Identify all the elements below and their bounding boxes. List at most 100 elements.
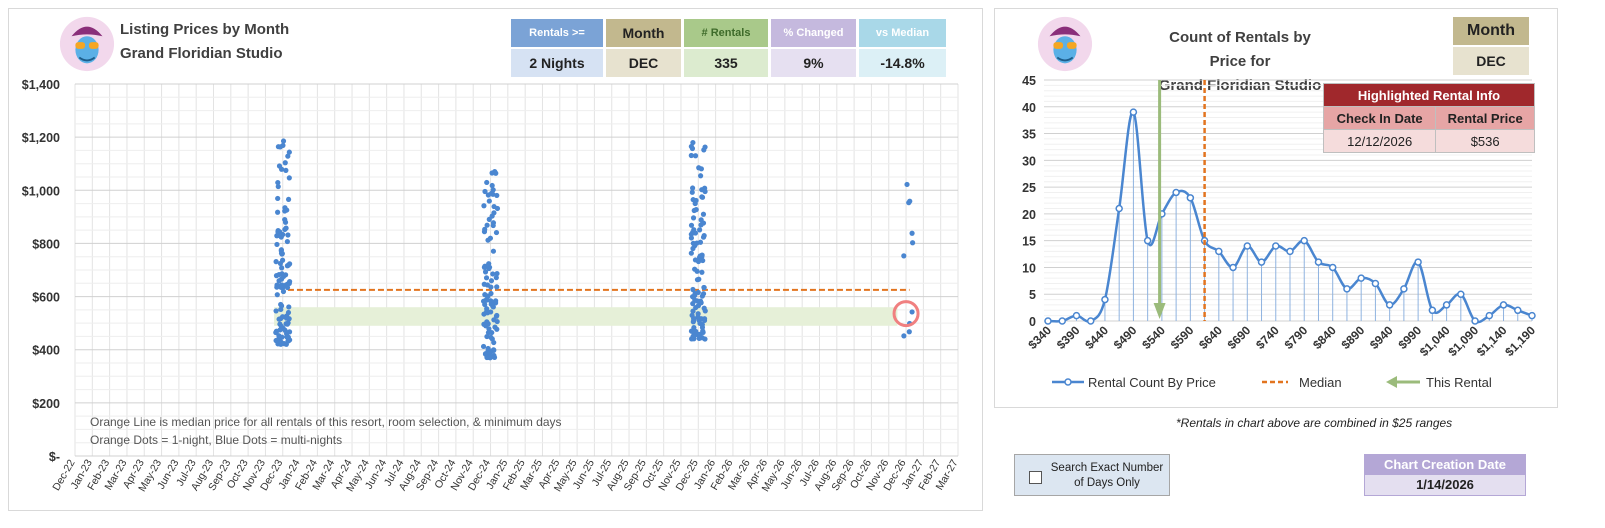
price-dot xyxy=(694,268,700,274)
price-dot xyxy=(485,321,491,327)
price-dot xyxy=(695,315,701,321)
x-tick-label: $1,090 xyxy=(1445,323,1481,359)
y-tick-label: 40 xyxy=(1022,101,1036,115)
x-tick-label: $490 xyxy=(1111,323,1140,352)
price-dot xyxy=(275,195,281,202)
price-dot xyxy=(490,304,496,310)
genie-avatar-left xyxy=(59,16,115,72)
left-title: Listing Prices by Month Grand Floridian … xyxy=(120,18,289,66)
data-point xyxy=(1499,301,1508,309)
x-tick-label: $640 xyxy=(1196,323,1225,352)
x-tick-label: $590 xyxy=(1168,323,1197,352)
data-point xyxy=(1286,247,1294,256)
price-dot xyxy=(702,144,708,150)
price-dot xyxy=(274,292,280,298)
info-check-in-header: Check In Date xyxy=(1322,106,1437,130)
this-rental-arrowhead xyxy=(1153,303,1166,319)
price-dot xyxy=(697,239,704,245)
price-dot xyxy=(692,153,699,159)
kpi-box: # Rentals 335 xyxy=(684,19,768,77)
listing-prices-chart: Dec-22Jan-23Feb-23Mar-23Apr-23May-23Jun-… xyxy=(22,78,961,494)
creation-date-value: 1/14/2026 xyxy=(1365,475,1525,495)
kpi-value: 335 xyxy=(684,49,768,77)
data-point xyxy=(1172,188,1180,197)
kpi-box: Rentals >= 2 Nights xyxy=(511,19,603,77)
price-dot xyxy=(273,329,279,336)
price-dot xyxy=(278,315,284,322)
x-tick-label: $440 xyxy=(1082,323,1111,352)
data-point xyxy=(1442,301,1451,309)
data-point xyxy=(1400,285,1408,293)
data-point xyxy=(1428,306,1437,315)
x-tick-label: $1,040 xyxy=(1417,323,1453,359)
price-dot xyxy=(701,284,707,291)
price-dot xyxy=(285,196,292,203)
price-dot xyxy=(691,329,697,336)
data-point xyxy=(1300,236,1308,245)
y-tick-label: 15 xyxy=(1022,235,1036,249)
listing-prices-panel xyxy=(8,8,983,511)
price-dot xyxy=(691,325,697,331)
price-dot xyxy=(695,303,702,309)
x-tick-label: $790 xyxy=(1282,323,1311,352)
price-dot xyxy=(484,306,490,312)
y-tick-label: 5 xyxy=(1029,288,1036,302)
price-dot xyxy=(690,319,696,325)
price-dot xyxy=(700,291,707,297)
price-dot xyxy=(280,138,287,144)
exact-days-checkbox-control[interactable]: Search Exact Number of Days Only xyxy=(1014,454,1170,496)
price-dot xyxy=(695,258,702,265)
price-dot xyxy=(279,271,285,277)
highlight-circle xyxy=(892,300,920,328)
price-dot xyxy=(491,317,497,323)
legend-label: Median xyxy=(1299,375,1342,390)
legend-arrowhead xyxy=(1386,376,1397,388)
price-dot xyxy=(275,227,281,234)
price-dot xyxy=(493,298,499,304)
right-month-header: Month xyxy=(1453,17,1529,47)
highlighted-rental-info: Highlighted Rental Info Check In Date Re… xyxy=(1322,83,1535,153)
price-dot xyxy=(277,260,283,267)
price-dot xyxy=(487,349,493,356)
price-dot xyxy=(690,286,696,293)
y-tick-label: $1,200 xyxy=(22,131,60,145)
price-dot xyxy=(910,240,916,246)
price-dot xyxy=(694,298,700,304)
price-dot xyxy=(690,185,696,191)
y-tick-label: $1,400 xyxy=(22,78,60,92)
price-dot xyxy=(909,230,915,236)
legend-line-marker xyxy=(1064,378,1072,386)
data-point xyxy=(1143,236,1152,245)
data-point xyxy=(1485,311,1494,320)
price-dot xyxy=(701,305,707,311)
data-point xyxy=(1058,317,1066,325)
exact-days-checkbox[interactable] xyxy=(1029,471,1042,484)
price-dot xyxy=(494,284,500,290)
price-dot xyxy=(688,152,694,159)
price-dot xyxy=(282,160,288,166)
price-dot xyxy=(493,229,500,236)
chart-creation-date: Chart Creation Date 1/14/2026 xyxy=(1364,454,1526,496)
chart-note-2: Orange Dots = 1-night, Blue Dots = multi… xyxy=(90,433,342,447)
price-dot xyxy=(490,191,496,197)
price-dot xyxy=(689,145,696,152)
price-dot xyxy=(274,337,280,344)
price-dot xyxy=(284,207,290,213)
x-tick-label: $540 xyxy=(1139,323,1168,352)
kpi-value: -14.8% xyxy=(859,49,946,77)
price-dot xyxy=(700,211,707,217)
price-dot xyxy=(699,269,705,275)
price-dot xyxy=(487,354,494,360)
price-band xyxy=(274,307,898,326)
exact-days-label: Search Exact Number of Days Only xyxy=(1050,462,1164,489)
price-dot xyxy=(490,271,496,277)
price-dot xyxy=(280,288,287,295)
price-dot xyxy=(690,215,697,221)
price-dot xyxy=(279,265,285,271)
price-dot xyxy=(275,209,281,215)
price-dot xyxy=(279,303,285,309)
price-dot xyxy=(283,225,289,231)
price-dot xyxy=(901,253,907,259)
legend-label: Rental Count By Price xyxy=(1088,375,1216,390)
price-dot xyxy=(494,270,500,277)
